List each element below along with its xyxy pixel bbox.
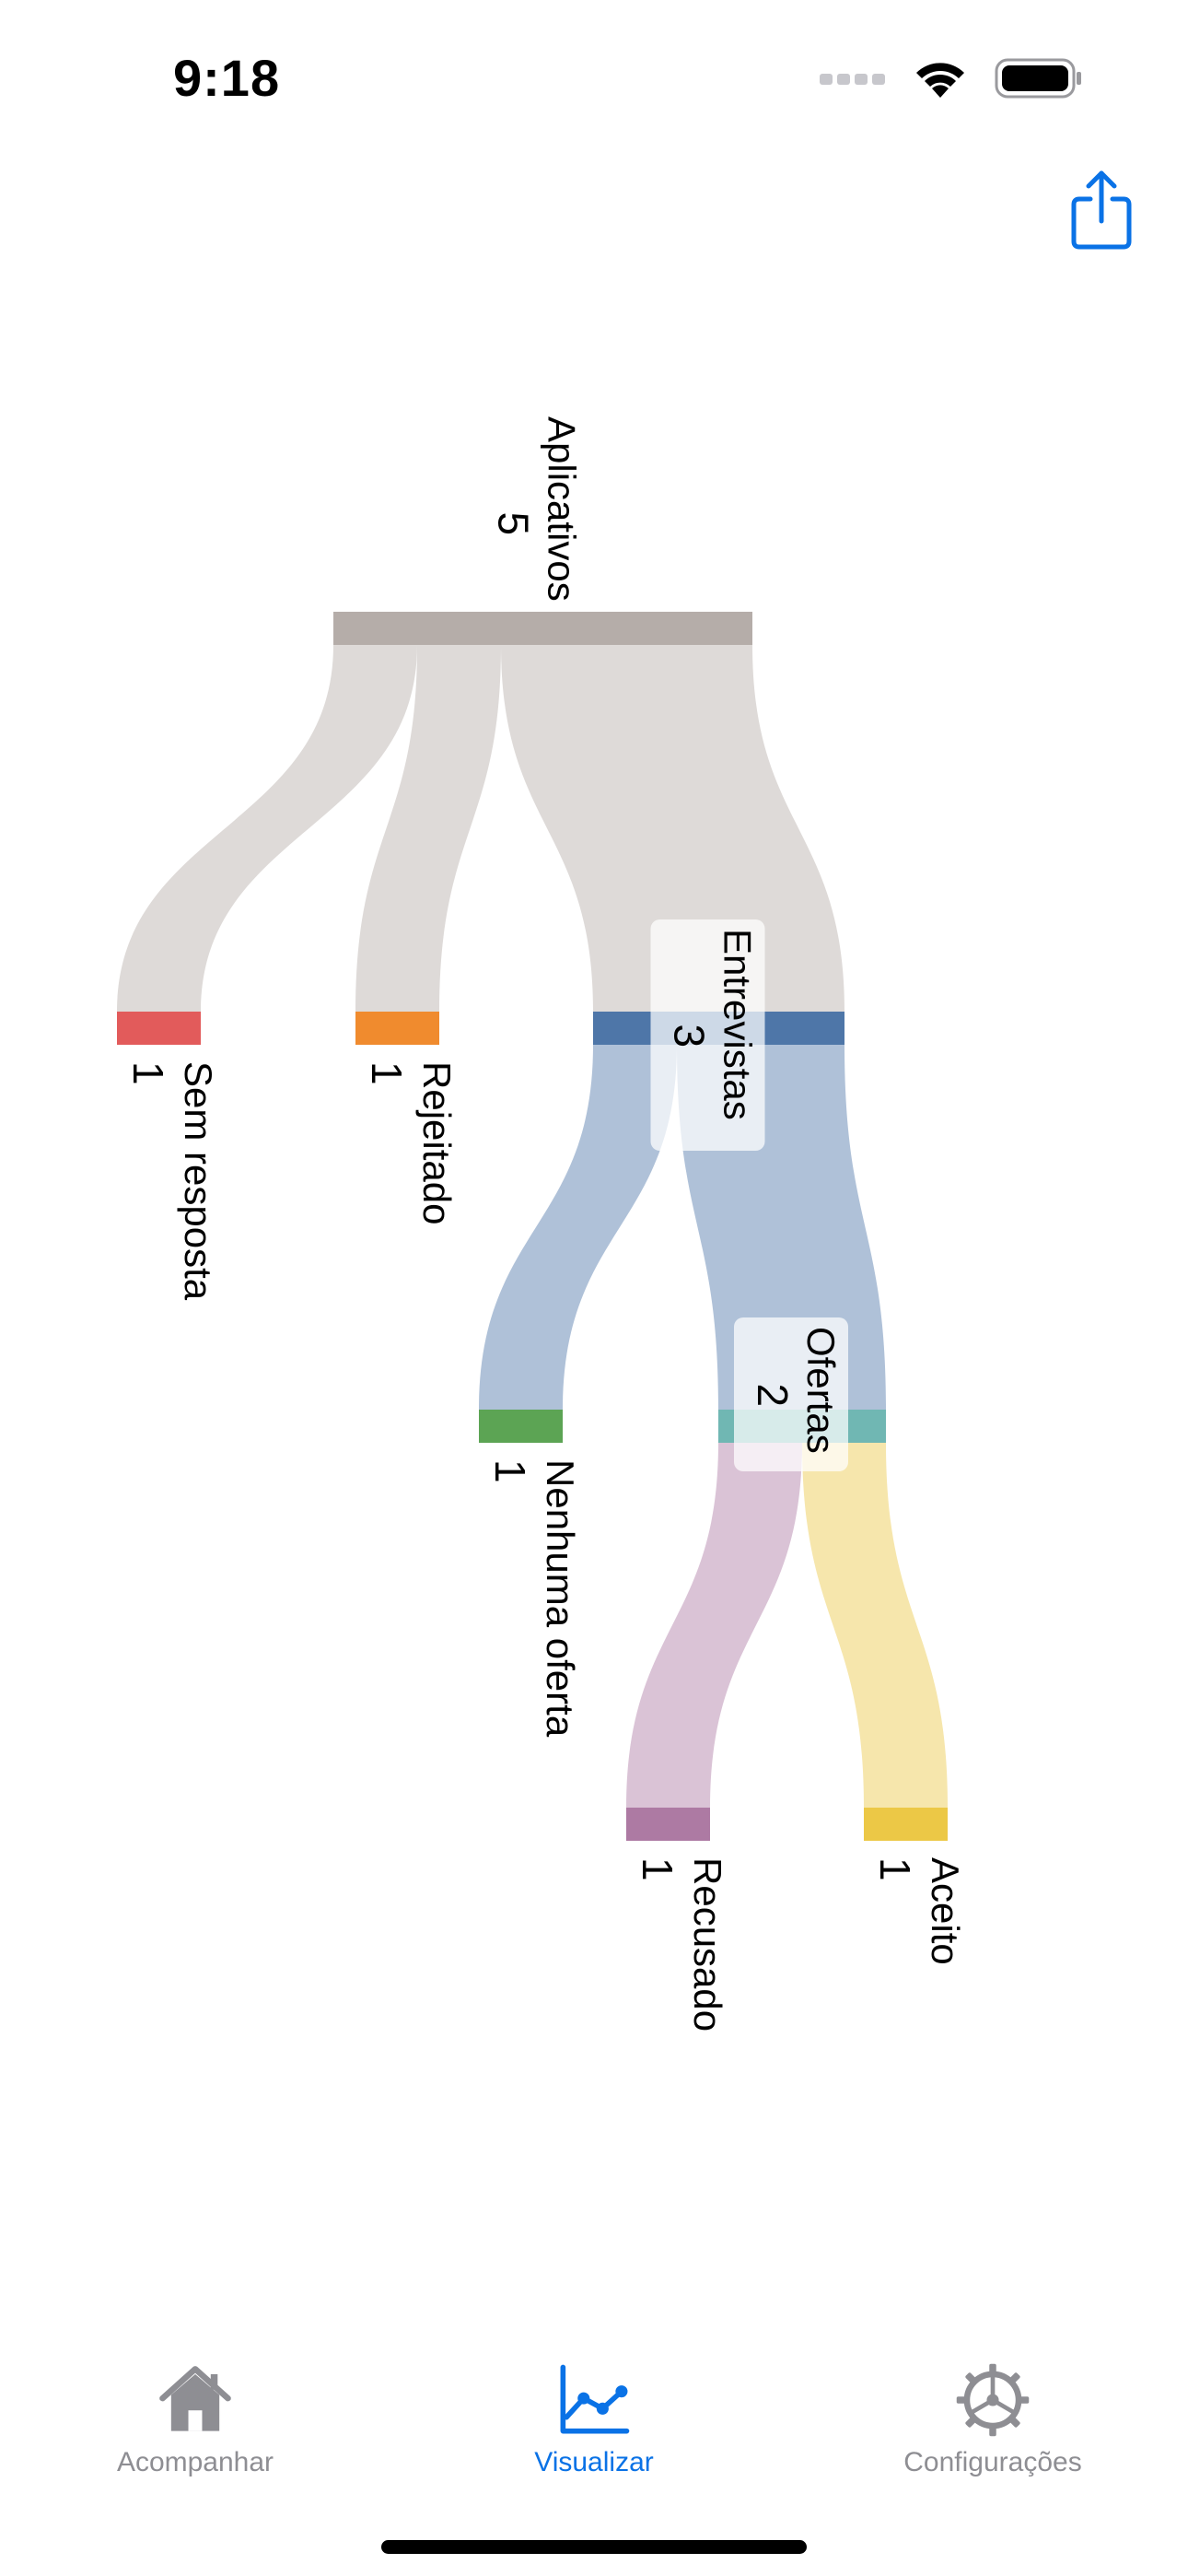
sankey-label-value-aceito: 1 <box>871 1857 919 1881</box>
share-button[interactable] <box>1068 168 1135 251</box>
wifi-icon <box>916 63 964 98</box>
sankey-node-aceito <box>864 1808 948 1841</box>
tab-visualizar[interactable]: Visualizar <box>456 2340 732 2478</box>
tab-label-acompanhar: Acompanhar <box>116 2447 274 2477</box>
status-icons <box>820 57 1083 100</box>
status-time: 9:18 <box>173 49 281 107</box>
sankey-link-ofertas-recusado <box>626 1443 802 1808</box>
sankey-node-rejeitado <box>355 1012 439 1045</box>
tab-label-visualizar: Visualizar <box>534 2447 654 2477</box>
tab-acompanhar[interactable]: Acompanhar <box>57 2340 333 2478</box>
sankey-label-name-recusado: Recusado <box>686 1857 729 2032</box>
share-icon <box>1071 170 1132 250</box>
sankey-label-bg-ofertas <box>734 1317 848 1471</box>
sankey-node-sem_resposta <box>117 1012 201 1045</box>
sankey-label-name-rejeitado: Rejeitado <box>415 1061 459 1224</box>
sankey-node-nenhuma_oferta <box>479 1410 563 1443</box>
home-indicator <box>381 2540 807 2554</box>
sankey-label-name-nenhuma_oferta: Nenhuma oferta <box>539 1459 582 1738</box>
sankey-label-value-entrevistas: 3 <box>666 1025 714 1048</box>
sankey-label-value-aplicativos: 5 <box>490 512 538 536</box>
status-bar: 9:18 <box>0 0 1188 157</box>
sankey-label-name-sem_resposta: Sem resposta <box>177 1061 220 1301</box>
sankey-label-value-nenhuma_oferta: 1 <box>486 1459 534 1483</box>
tab-configuracoes[interactable]: Configurações <box>855 2340 1131 2478</box>
sankey-label-value-rejeitado: 1 <box>363 1061 411 1085</box>
sankey-node-recusado <box>626 1808 710 1841</box>
house-icon <box>159 2366 231 2431</box>
sankey-label-name-ofertas: Ofertas <box>799 1327 843 1454</box>
sankey-links <box>117 645 948 1808</box>
sankey-label-value-ofertas: 2 <box>749 1384 797 1408</box>
sankey-link-aplicativos-sem_resposta <box>117 645 417 1012</box>
sankey-label-name-aceito: Aceito <box>924 1857 967 1965</box>
gear-icon <box>956 2363 1030 2437</box>
sankey-label-name-aplicativos: Aplicativos <box>541 416 584 602</box>
line-chart-icon <box>560 2364 630 2434</box>
sankey-link-ofertas-aceito <box>802 1443 948 1808</box>
tab-label-configuracoes: Configurações <box>903 2447 1082 2477</box>
battery-icon <box>995 58 1081 99</box>
sankey-label-bg-entrevistas <box>650 919 765 1151</box>
sankey-label-value-recusado: 1 <box>634 1857 681 1881</box>
tab-bar: Acompanhar Visualizar <box>0 2340 1188 2576</box>
sankey-link-aplicativos-rejeitado <box>355 645 501 1012</box>
sankey-label-value-sem_resposta: 1 <box>124 1061 172 1085</box>
sankey-label-name-entrevistas: Entrevistas <box>716 929 760 1120</box>
sankey-node-aplicativos <box>333 612 752 645</box>
sankey-link-entrevistas-nenhuma_oferta <box>479 1045 677 1410</box>
sankey-link-aplicativos-entrevistas <box>501 645 844 1012</box>
signal-dots-icon <box>820 74 885 85</box>
